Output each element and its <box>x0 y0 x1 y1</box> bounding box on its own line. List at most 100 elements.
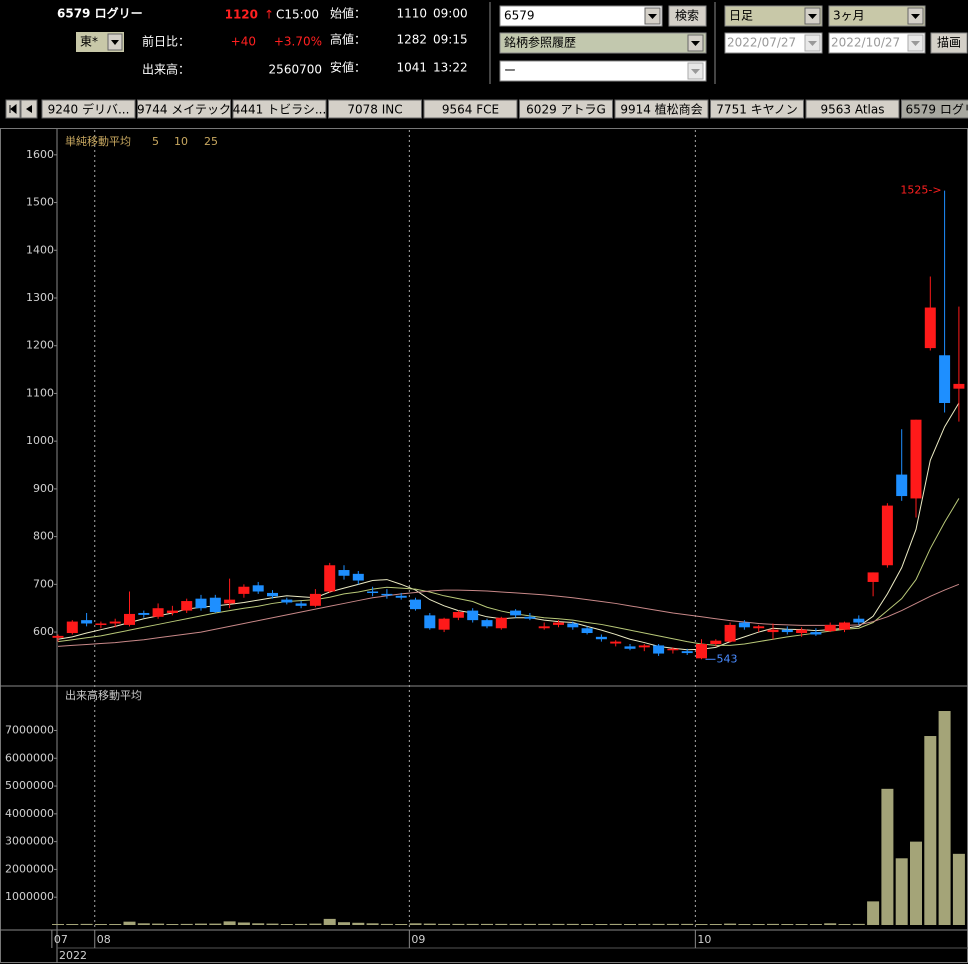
tab[interactable] <box>423 99 518 119</box>
to-input[interactable] <box>828 32 926 54</box>
candle-body <box>52 635 64 638</box>
volume-bar <box>52 924 64 925</box>
interval-select[interactable] <box>724 5 823 27</box>
tab[interactable] <box>805 99 900 119</box>
volume-bar <box>509 923 522 925</box>
volume-bar <box>109 924 122 925</box>
volume-bar <box>452 923 465 925</box>
volume-bar <box>552 923 565 925</box>
from: 2022/07/27 <box>727 36 796 50</box>
x-tick-label: 08 <box>97 933 111 946</box>
tab[interactable] <box>710 99 804 119</box>
tab[interactable] <box>614 99 709 119</box>
change-pct: +3.70% <box>274 35 322 49</box>
tabs: 9240 デリバ... 9744 メイテック 4441 トビラシ... 7078 IN… <box>41 99 968 119</box>
candle-body <box>881 505 893 566</box>
volume-bar <box>666 923 679 925</box>
y-tick-label: 3000000 <box>5 835 54 848</box>
volume-bar <box>481 923 493 925</box>
history-select[interactable] <box>499 32 707 54</box>
volume-bar <box>295 923 308 925</box>
tab-label: 9914 植松商会 <box>620 102 702 117</box>
change-label: 前日比： <box>142 34 190 49</box>
x-tick-label: 07 <box>54 933 68 946</box>
candle-body <box>66 621 78 634</box>
y-tick-label: 1100 <box>26 386 54 399</box>
high-label: 高値： <box>330 32 366 47</box>
candle-body <box>524 616 536 619</box>
tab-label: 7078 INC <box>347 103 402 117</box>
volume-label: 出来高： <box>142 62 190 77</box>
candle-body <box>610 641 622 644</box>
volume-legend-title: 出来高移動平均 <box>65 688 142 702</box>
volume-bar <box>752 924 765 925</box>
code-input[interactable] <box>499 5 663 27</box>
draw-button[interactable] <box>930 32 968 54</box>
candle-body <box>181 601 193 611</box>
candle-body <box>667 648 679 651</box>
extra: ー <box>504 64 516 78</box>
candle-body <box>209 597 221 613</box>
tab-label: 9563 Atlas <box>821 103 885 117</box>
candle-body <box>624 646 636 649</box>
volume-bar <box>824 923 837 925</box>
candle-body <box>553 622 564 625</box>
volume-bar <box>566 923 579 925</box>
x-tick-label: 09 <box>411 933 425 946</box>
volume-bar <box>366 923 379 925</box>
candle-body <box>653 645 665 654</box>
volume-bar <box>538 923 551 925</box>
candle-body <box>395 595 407 598</box>
y-tick-label: 900 <box>33 482 54 495</box>
volume-bar <box>809 924 822 925</box>
candle-body <box>710 640 722 645</box>
candle-body <box>381 593 393 596</box>
tab-label: 9744 メイテック <box>137 103 231 117</box>
candle-body <box>410 599 421 610</box>
volume-bar <box>80 923 93 925</box>
volume-bar <box>180 923 193 925</box>
volume-bar <box>94 924 107 925</box>
candle-body <box>781 629 793 633</box>
candle-body <box>352 573 364 581</box>
volume-bar <box>252 923 265 925</box>
from-input[interactable] <box>724 32 823 54</box>
arrow: ↑ <box>264 8 274 22</box>
volume-bar <box>166 924 179 925</box>
extra-select[interactable] <box>499 60 707 82</box>
y-tick-label: 600 <box>33 625 54 638</box>
candle-body <box>467 610 479 621</box>
year-label: 2022 <box>59 949 87 962</box>
tab[interactable] <box>232 99 327 119</box>
tab[interactable] <box>519 99 613 119</box>
volume-bar <box>380 923 393 925</box>
candle-body <box>953 383 965 389</box>
candle-body <box>124 613 135 625</box>
change: +40 <box>231 35 256 49</box>
prev-icon <box>26 105 32 113</box>
tab[interactable] <box>328 99 422 119</box>
dropdown-arrow <box>808 41 817 46</box>
volume-bar <box>466 923 479 925</box>
dropdown-arrow <box>691 69 700 74</box>
volume-bar <box>523 923 536 925</box>
moving-average-line <box>57 498 960 646</box>
tab-label: 7751 キヤノン <box>716 103 797 117</box>
volume-bar <box>237 922 250 925</box>
y-tick-label: 2000000 <box>5 862 54 875</box>
tab[interactable] <box>137 99 231 119</box>
tab[interactable] <box>41 99 136 119</box>
volume-bar <box>795 924 808 925</box>
candle-body <box>152 608 164 617</box>
chart: 600 700 800 900 1000 1100 1200 1300 1400 1500 1600… <box>0 128 968 963</box>
candle-body <box>638 645 650 648</box>
open: 1110 <box>396 7 427 21</box>
y-tick-label: 7000000 <box>5 723 54 736</box>
symbol: 6579 ログリー <box>57 6 143 21</box>
candle-body <box>324 565 336 592</box>
candle-body <box>252 585 264 592</box>
search-button[interactable] <box>668 5 707 27</box>
tab[interactable] <box>901 99 968 119</box>
range-select[interactable] <box>828 5 926 27</box>
